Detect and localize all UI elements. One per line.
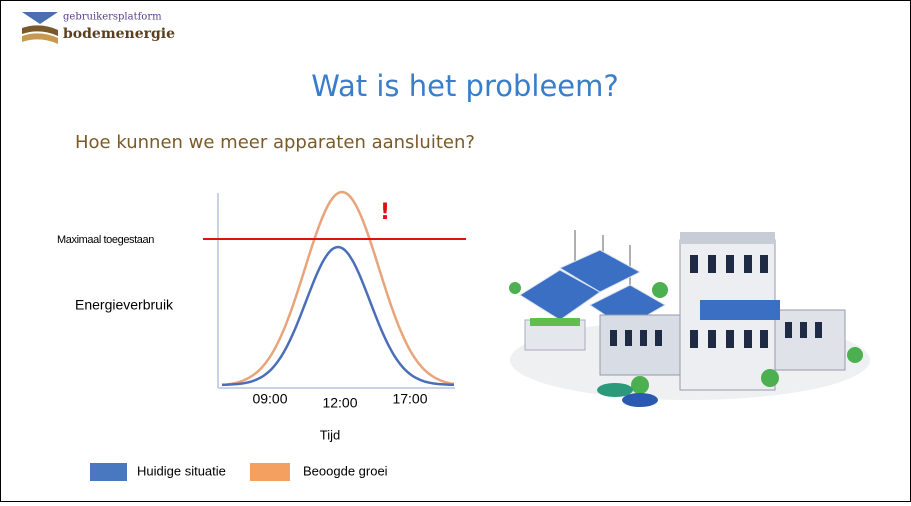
city-illustration [509,230,870,407]
y-label: Energieverbruik [75,297,174,313]
limit-label: Maximaal toegestaan [57,234,154,246]
growth-curve [221,190,455,387]
diagram: Maximaal toegestaan ! Energieverbruik 09… [57,190,466,481]
logo-text: gebruikersplatform [63,12,162,23]
legend-label: Beoogde groei [303,463,388,478]
x-tick-label: 17:00 [392,391,427,407]
logo-icon [22,12,58,24]
logo: gebruikersplatform bodemenergie [22,12,175,44]
slide-subtitle: Hoe kunnen we meer apparaten aansluiten? [75,132,475,153]
x-tick-label: 12:00 [322,395,357,411]
logo-text: bodemenergie [63,26,175,42]
x-tick-label: 09:00 [252,391,287,407]
logo-icon [22,25,58,36]
logo-icon [22,33,58,44]
x-label: Tijd [320,427,340,442]
legend-label: Huidige situatie [137,463,226,478]
warning-mark: ! [380,200,390,225]
legend-swatch [250,463,290,481]
legend-swatch [90,463,127,481]
current-curve [222,245,454,387]
slide-title: Wat is het probleem? [311,69,619,103]
